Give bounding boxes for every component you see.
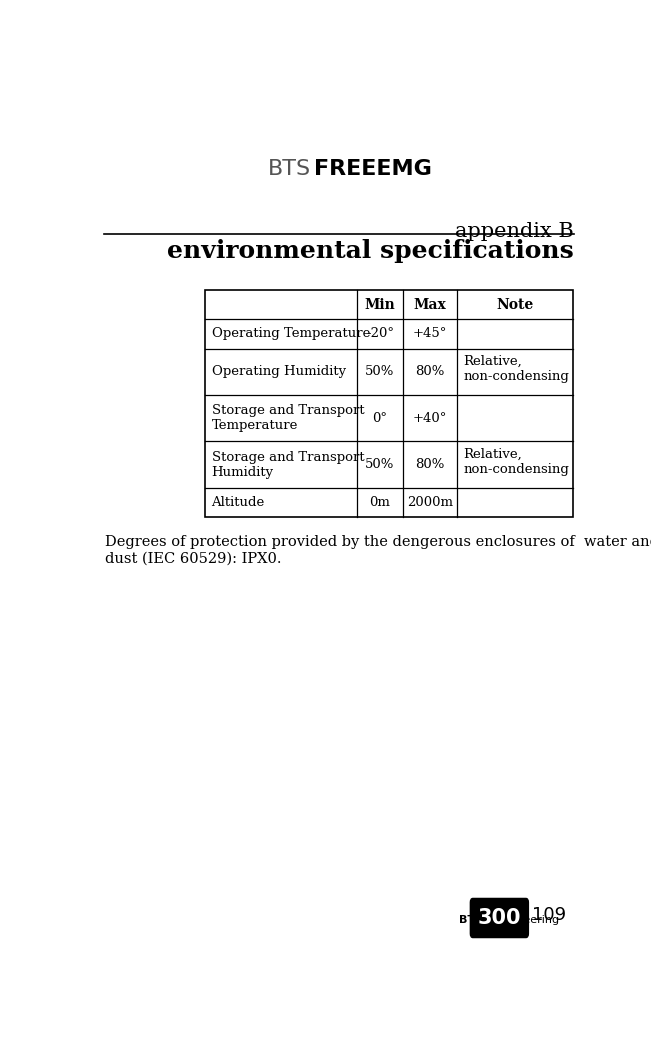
- Text: BTS: BTS: [459, 915, 483, 926]
- FancyBboxPatch shape: [471, 898, 529, 937]
- Text: Min: Min: [365, 297, 395, 311]
- Text: Relative,
non-condensing: Relative, non-condensing: [464, 355, 569, 383]
- Text: 0m: 0m: [370, 496, 391, 509]
- Text: Storage and Transport
Temperature: Storage and Transport Temperature: [212, 404, 364, 433]
- Text: 80%: 80%: [415, 365, 445, 379]
- Text: 50%: 50%: [365, 365, 395, 379]
- Text: Degrees of protection provided by the dengerous enclosures of  water and
dust (I: Degrees of protection provided by the de…: [105, 535, 651, 565]
- Text: Max: Max: [414, 297, 447, 311]
- Text: Operating Temperature: Operating Temperature: [212, 327, 370, 341]
- Text: 0°: 0°: [372, 412, 387, 424]
- Text: Bioengineering: Bioengineering: [471, 915, 559, 926]
- Text: Altitude: Altitude: [212, 496, 265, 509]
- Text: Operating Humidity: Operating Humidity: [212, 365, 346, 379]
- Text: 80%: 80%: [415, 458, 445, 471]
- Text: BTS: BTS: [268, 159, 311, 179]
- Text: 109: 109: [532, 906, 566, 924]
- Text: -20°: -20°: [366, 327, 394, 341]
- Text: 50%: 50%: [365, 458, 395, 471]
- Text: 2000m: 2000m: [408, 496, 453, 509]
- Text: 300: 300: [478, 908, 521, 928]
- Text: +45°: +45°: [413, 327, 447, 341]
- Text: appendix B: appendix B: [455, 222, 574, 241]
- Text: Note: Note: [497, 297, 534, 311]
- Text: Storage and Transport
Humidity: Storage and Transport Humidity: [212, 451, 364, 478]
- Text: Relative,
non-condensing: Relative, non-condensing: [464, 448, 569, 476]
- Text: environmental specifications: environmental specifications: [167, 239, 574, 263]
- Bar: [206, 290, 574, 517]
- Text: +40°: +40°: [413, 412, 447, 424]
- Text: FREEEMG: FREEEMG: [314, 159, 432, 179]
